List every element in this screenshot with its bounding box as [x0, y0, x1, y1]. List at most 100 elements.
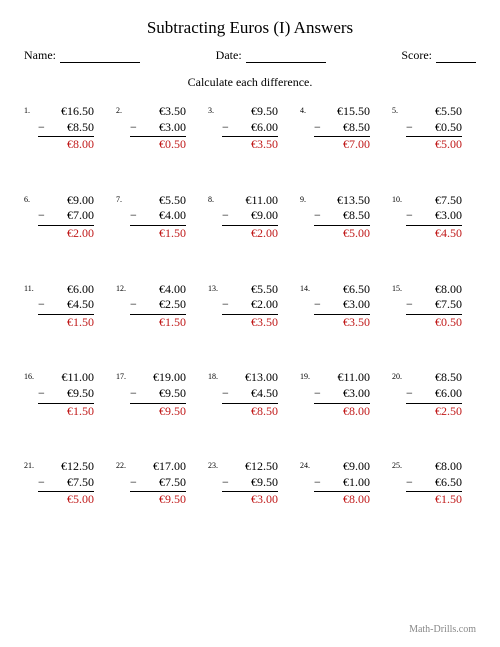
minuend: €8.00: [406, 282, 462, 298]
problem-number: 22.: [116, 459, 130, 470]
minuend: €6.50: [314, 282, 370, 298]
subtrahend-row: −€4.50: [38, 297, 94, 315]
problem-stack: €6.00−€4.50€1.50: [38, 282, 94, 331]
problem: 1.€16.50−€8.50€8.00: [24, 104, 108, 153]
minus-sign: −: [222, 386, 229, 402]
answer: €9.50: [130, 404, 186, 420]
date-field: Date:: [216, 48, 326, 63]
problem: 19.€11.00−€3.00€8.00: [300, 370, 384, 419]
subtrahend-row: −€8.50: [314, 208, 370, 226]
minuend: €9.00: [314, 459, 370, 475]
minuend: €9.00: [38, 193, 94, 209]
subtrahend: €8.50: [67, 120, 94, 134]
minuend: €5.50: [222, 282, 278, 298]
problem-number: 19.: [300, 370, 314, 381]
problem: 11.€6.00−€4.50€1.50: [24, 282, 108, 331]
answer: €1.50: [130, 226, 186, 242]
subtrahend-row: −€7.50: [38, 475, 94, 493]
answer: €3.00: [222, 492, 278, 508]
date-label: Date:: [216, 48, 242, 63]
problem-stack: €9.00−€1.00€8.00: [314, 459, 370, 508]
minus-sign: −: [130, 386, 137, 402]
problem: 2.€3.50−€3.00€0.50: [116, 104, 200, 153]
subtrahend-row: −€2.50: [130, 297, 186, 315]
problem: 4.€15.50−€8.50€7.00: [300, 104, 384, 153]
subtrahend-row: −€9.50: [222, 475, 278, 493]
problem-stack: €5.50−€2.00€3.50: [222, 282, 278, 331]
problem: 20.€8.50−€6.00€2.50: [392, 370, 476, 419]
problem-number: 10.: [392, 193, 406, 204]
problem: 18.€13.00−€4.50€8.50: [208, 370, 292, 419]
minus-sign: −: [406, 475, 413, 491]
date-blank[interactable]: [246, 51, 326, 63]
problem-number: 8.: [208, 193, 222, 204]
answer: €3.50: [222, 315, 278, 331]
problem-number: 1.: [24, 104, 38, 115]
subtrahend: €3.00: [159, 120, 186, 134]
problem-stack: €9.00−€7.00€2.00: [38, 193, 94, 242]
problem-stack: €8.00−€6.50€1.50: [406, 459, 462, 508]
answer: €0.50: [406, 315, 462, 331]
problem: 17.€19.00−€9.50€9.50: [116, 370, 200, 419]
answer: €1.50: [38, 404, 94, 420]
problem-stack: €19.00−€9.50€9.50: [130, 370, 186, 419]
problem: 5.€5.50−€0.50€5.00: [392, 104, 476, 153]
minuend: €5.50: [406, 104, 462, 120]
problem-number: 11.: [24, 282, 38, 293]
problem-number: 13.: [208, 282, 222, 293]
problem: 24.€9.00−€1.00€8.00: [300, 459, 384, 508]
worksheet-page: Subtracting Euros (I) Answers Name: Date…: [0, 0, 500, 647]
subtrahend-row: −€7.50: [130, 475, 186, 493]
subtrahend-row: −€8.50: [38, 120, 94, 138]
problem: 25.€8.00−€6.50€1.50: [392, 459, 476, 508]
problem-stack: €6.50−€3.00€3.50: [314, 282, 370, 331]
subtrahend: €1.00: [343, 475, 370, 489]
minus-sign: −: [222, 475, 229, 491]
problem-stack: €8.50−€6.00€2.50: [406, 370, 462, 419]
answer: €8.00: [38, 137, 94, 153]
minus-sign: −: [130, 208, 137, 224]
problem: 7.€5.50−€4.00€1.50: [116, 193, 200, 242]
minuend: €13.00: [222, 370, 278, 386]
minus-sign: −: [314, 297, 321, 313]
problem-number: 17.: [116, 370, 130, 381]
problem: 13.€5.50−€2.00€3.50: [208, 282, 292, 331]
subtrahend-row: −€9.50: [130, 386, 186, 404]
subtrahend-row: −€8.50: [314, 120, 370, 138]
problem: 12.€4.00−€2.50€1.50: [116, 282, 200, 331]
subtrahend-row: −€2.00: [222, 297, 278, 315]
problem-stack: €3.50−€3.00€0.50: [130, 104, 186, 153]
minus-sign: −: [222, 120, 229, 136]
minus-sign: −: [406, 297, 413, 313]
problem: 21.€12.50−€7.50€5.00: [24, 459, 108, 508]
subtrahend: €6.00: [251, 120, 278, 134]
page-title: Subtracting Euros (I) Answers: [24, 18, 476, 38]
name-label: Name:: [24, 48, 56, 63]
problem-stack: €16.50−€8.50€8.00: [38, 104, 94, 153]
problem-number: 6.: [24, 193, 38, 204]
answer: €7.00: [314, 137, 370, 153]
answer: €3.50: [314, 315, 370, 331]
answer: €8.50: [222, 404, 278, 420]
subtrahend: €6.00: [435, 386, 462, 400]
problem-number: 14.: [300, 282, 314, 293]
subtrahend-row: − €4.00: [130, 208, 186, 226]
minuend: €16.50: [38, 104, 94, 120]
subtrahend: €6.50: [435, 475, 462, 489]
subtrahend: €2.50: [159, 297, 186, 311]
minuend: €12.50: [38, 459, 94, 475]
minus-sign: −: [314, 208, 321, 224]
subtrahend: €4.00: [159, 208, 186, 222]
answer: €4.50: [406, 226, 462, 242]
footer-text: Math-Drills.com: [409, 624, 476, 635]
minus-sign: −: [314, 120, 321, 136]
problem: 15.€8.00−€7.50€0.50: [392, 282, 476, 331]
minuend: €17.00: [130, 459, 186, 475]
subtrahend: €3.00: [343, 386, 370, 400]
problem-number: 2.: [116, 104, 130, 115]
problem-number: 20.: [392, 370, 406, 381]
name-blank[interactable]: [60, 51, 140, 63]
score-blank[interactable]: [436, 51, 476, 63]
problem-stack: €15.50−€8.50€7.00: [314, 104, 370, 153]
minuend: €11.00: [314, 370, 370, 386]
